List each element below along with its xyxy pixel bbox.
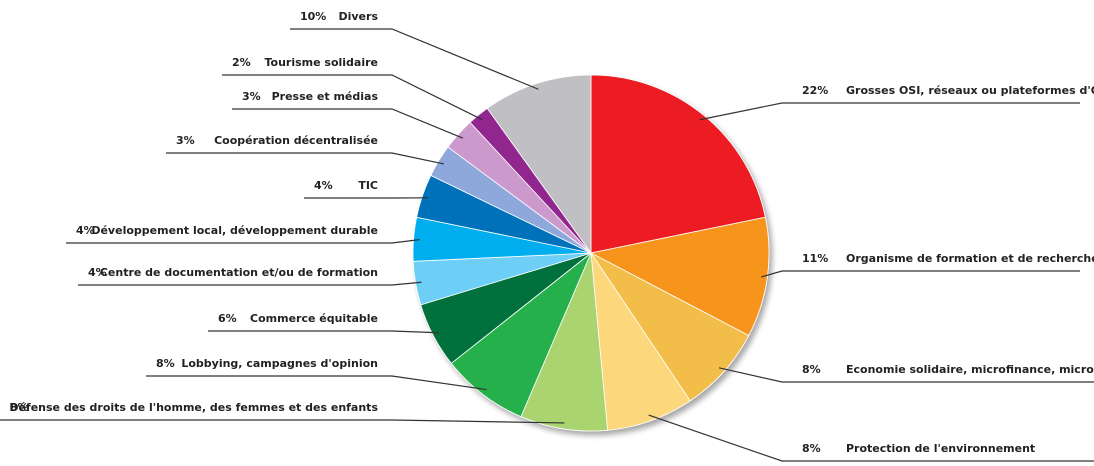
slice-percent-label: 22% (802, 84, 828, 97)
leader-line (0, 420, 564, 423)
slice-percent-label: 3% (176, 134, 195, 147)
slice-percent-label: 8% (802, 442, 821, 455)
leader-line (146, 376, 486, 390)
slice-category-label: Défense des droits de l'homme, des femme… (9, 401, 378, 414)
slice-category-label: Divers (338, 10, 378, 23)
leader-line (166, 153, 444, 164)
slice-category-label: Organisme de formation et de recherche (846, 252, 1094, 265)
slice-category-label: Economie solidaire, microfinance, microc… (846, 363, 1094, 376)
slice-category-label: Grosses OSI, réseaux ou plateformes d'OS… (846, 84, 1094, 97)
leader-line (700, 103, 1080, 120)
slice-percent-label: 10% (300, 10, 326, 23)
slice-category-label: TIC (358, 179, 378, 192)
slice-percent-label: 2% (232, 56, 251, 69)
slice-percent-label: 8% (156, 357, 175, 370)
slice-category-label: Presse et médias (272, 90, 379, 103)
slice-category-label: Tourisme solidaire (264, 56, 378, 69)
slice-percent-label: 6% (218, 312, 237, 325)
slice-category-label: Commerce équitable (250, 312, 378, 325)
leader-line (761, 271, 1080, 277)
slice-category-label: Centre de documentation et/ou de formati… (100, 266, 378, 279)
slice-percent-label: 8% (802, 363, 821, 376)
slice-percent-label: 11% (802, 252, 828, 265)
slice-percent-label: 3% (242, 90, 261, 103)
slice-category-label: Protection de l'environnement (846, 442, 1035, 455)
slice-percent-label: 4% (314, 179, 333, 192)
slice-category-label: Lobbying, campagnes d'opinion (181, 357, 378, 370)
leader-line (78, 282, 422, 285)
leader-line (66, 240, 420, 243)
slice-category-label: Coopération décentralisée (214, 134, 378, 147)
slice-category-label: Développement local, développement durab… (91, 224, 378, 237)
leader-line (208, 331, 439, 333)
